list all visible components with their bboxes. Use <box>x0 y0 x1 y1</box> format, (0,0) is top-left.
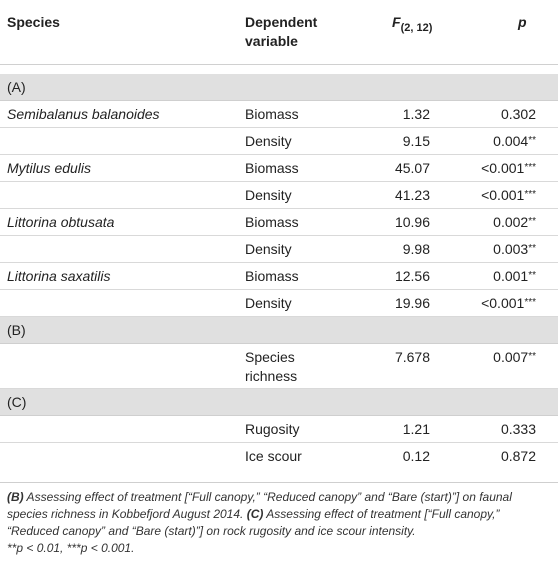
f-cell: 19.96 <box>394 295 430 311</box>
p-cell: 0.872 <box>432 447 536 466</box>
table-footnote: (B) Assessing effect of treatment [“Full… <box>0 482 558 564</box>
p-value: 0.001 <box>493 268 529 284</box>
dependent-cell: Ice scour <box>245 448 302 464</box>
p-cell: <0.001*** <box>432 294 536 313</box>
section-c-band: (C) <box>0 389 558 416</box>
p-cell: <0.001*** <box>432 159 536 178</box>
table-row: Density 19.96 <0.001*** <box>0 290 558 317</box>
p-cell: 0.002** <box>432 213 536 232</box>
p-cell: <0.001*** <box>432 186 536 205</box>
f-cell: 10.96 <box>394 214 430 230</box>
dependent-cell: Density <box>245 241 292 257</box>
dependent-line2: richness <box>245 368 298 384</box>
p-value: <0.001 <box>481 295 525 311</box>
p-value: 0.872 <box>500 448 536 464</box>
footnote-text: (B) Assessing effect of treatment [“Full… <box>7 489 551 557</box>
footnote-b-tag: (B) <box>7 490 24 504</box>
table-row: Rugosity 1.21 0.333 <box>0 416 558 443</box>
species-cell: Littorina saxatilis <box>7 268 111 284</box>
species-cell: Semibalanus balanoides <box>7 106 160 122</box>
dependent-cell: Rugosity <box>245 421 300 437</box>
section-a-label: (A) <box>7 79 26 95</box>
f-cell: 1.21 <box>402 421 430 437</box>
col-header-p: p <box>518 14 527 30</box>
table-row: Mytilus edulis Biomass 45.07 <0.001*** <box>0 155 558 182</box>
f-cell: 7.678 <box>394 349 430 365</box>
p-value: 0.002 <box>493 214 529 230</box>
significance-stars: *** <box>524 162 536 173</box>
f-cell: 9.15 <box>402 133 430 149</box>
col-header-f: F(2, 12) <box>392 13 432 34</box>
col-header-dependent-line1: Dependent <box>245 14 318 30</box>
p-value: 0.003 <box>493 241 529 257</box>
table-row: Density 41.23 <0.001*** <box>0 182 558 209</box>
significance-stars: ** <box>528 135 536 146</box>
p-cell: 0.333 <box>432 420 536 439</box>
p-value: <0.001 <box>481 160 525 176</box>
dependent-cell: Biomass <box>245 214 299 230</box>
section-b-label: (B) <box>7 322 26 338</box>
significance-stars: ** <box>528 270 536 281</box>
p-value: 0.333 <box>500 421 536 437</box>
table-row: Semibalanus balanoides Biomass 1.32 0.30… <box>0 101 558 128</box>
f-cell: 45.07 <box>394 160 430 176</box>
p-value: 0.004 <box>493 133 529 149</box>
p-value: <0.001 <box>481 187 525 203</box>
section-a-band: (A) <box>0 74 558 101</box>
p-cell: 0.003** <box>432 240 536 259</box>
dependent-cell: Density <box>245 133 292 149</box>
significance-stars: ** <box>528 216 536 227</box>
p-cell: 0.007** <box>432 348 536 367</box>
footnote-c-tag: (C) <box>246 507 264 521</box>
footnote-significance: **p < 0.01, ***p < 0.001. <box>7 541 135 555</box>
f-cell: 12.56 <box>394 268 430 284</box>
significance-stars: *** <box>524 297 536 308</box>
col-header-f-letter: F <box>392 14 401 30</box>
table-row: Littorina saxatilis Biomass 12.56 0.001*… <box>0 263 558 290</box>
table-header: Species Dependent variable F(2, 12) p <box>0 0 558 65</box>
section-c-label: (C) <box>7 394 27 410</box>
table-row: Density 9.98 0.003** <box>0 236 558 263</box>
col-header-dependent-line2: variable <box>245 33 298 49</box>
p-cell: 0.004** <box>432 132 536 151</box>
table-row: Species richness 7.678 0.007** <box>0 344 558 389</box>
section-b-band: (B) <box>0 317 558 344</box>
dependent-cell: Density <box>245 187 292 203</box>
dependent-cell: Biomass <box>245 268 299 284</box>
p-value: 0.302 <box>500 106 536 122</box>
p-value: 0.007 <box>493 349 529 365</box>
dependent-cell: Biomass <box>245 106 299 122</box>
f-cell: 1.32 <box>402 106 430 122</box>
dependent-cell: Biomass <box>245 160 299 176</box>
significance-stars: ** <box>528 351 536 362</box>
dependent-line1: Species <box>245 349 295 365</box>
p-cell: 0.302 <box>432 105 536 124</box>
footnote-b-text: Assessing effect of treatment [“Full can… <box>7 490 512 521</box>
col-header-f-sub: (2, 12) <box>400 22 433 34</box>
table-row: Density 9.15 0.004** <box>0 128 558 155</box>
species-cell: Littorina obtusata <box>7 214 115 230</box>
significance-stars: *** <box>524 189 536 200</box>
table-row: Ice scour 0.12 0.872 <box>0 443 558 470</box>
species-cell: Mytilus edulis <box>7 160 92 176</box>
f-cell: 0.12 <box>402 448 430 464</box>
col-header-species: Species <box>7 14 60 30</box>
f-cell: 41.23 <box>394 187 430 203</box>
f-cell: 9.98 <box>402 241 430 257</box>
p-cell: 0.001** <box>432 267 536 286</box>
col-header-dependent: Dependent variable <box>245 13 317 51</box>
dependent-cell: Density <box>245 295 292 311</box>
dependent-cell: Species richness <box>245 348 297 386</box>
table-row: Littorina obtusata Biomass 10.96 0.002** <box>0 209 558 236</box>
footnote-c-text: Assessing effect of treatment [“Full can… <box>7 507 500 538</box>
significance-stars: ** <box>528 243 536 254</box>
